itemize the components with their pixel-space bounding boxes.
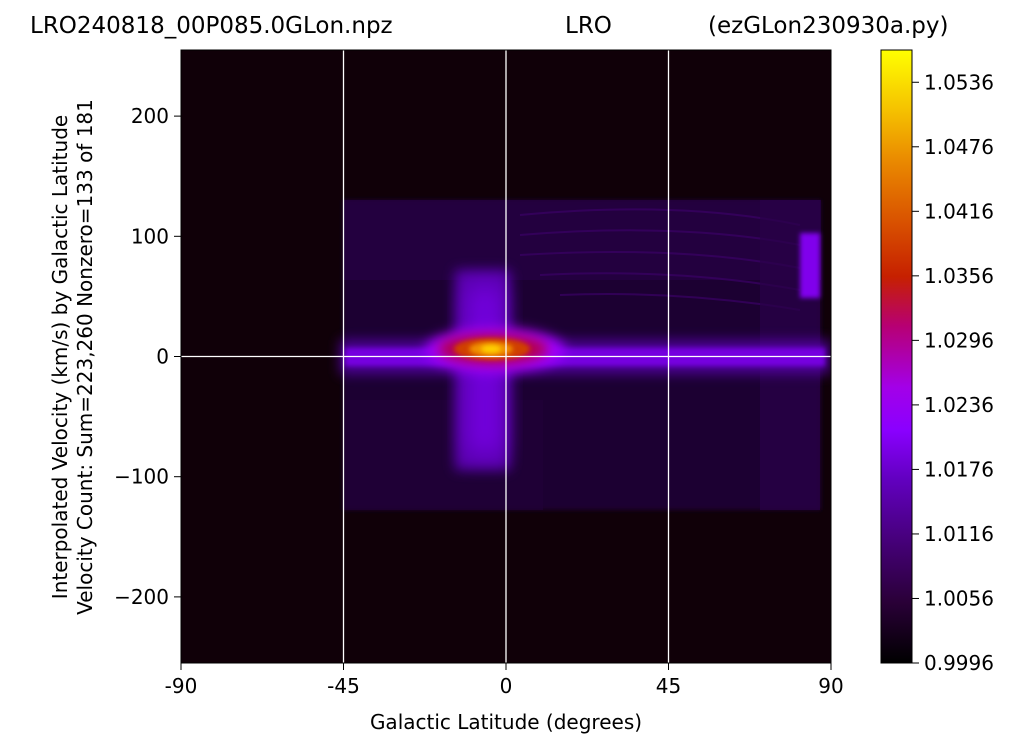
title-center: LRO <box>565 13 612 39</box>
colorbar-tick-label: 1.0296 <box>924 328 994 352</box>
colorbar-tick-label: 0.9996 <box>924 651 994 675</box>
colorbar-tick-label: 1.0416 <box>924 199 994 223</box>
y-axis-label-line1: Interpolated Velocity (km/s) by Galactic… <box>48 115 72 599</box>
y-tick-label: −100 <box>114 465 169 489</box>
y-tick-label: −200 <box>114 585 169 609</box>
x-tick-label: -90 <box>165 674 198 698</box>
x-axis-ticks: -90 -45 0 45 90 <box>165 663 844 698</box>
x-tick-label: 90 <box>818 674 843 698</box>
y-axis-label-line2: Velocity Count: Sum=223,260 Nonzero=133 … <box>73 99 97 615</box>
gridlines <box>181 50 831 663</box>
y-axis-ticks: 200 100 0 −100 −200 <box>114 104 181 609</box>
title-right: (ezGLon230930a.py) <box>708 13 949 39</box>
colorbar-tick-label: 1.0356 <box>924 264 994 288</box>
colorbar-tick-label: 1.0176 <box>924 457 994 481</box>
colorbar-tick-label: 1.0236 <box>924 393 994 417</box>
colorbar-tick-label: 1.0116 <box>924 522 994 546</box>
y-tick-label: 200 <box>131 104 169 128</box>
colorbar-tick-label: 1.0056 <box>924 586 994 610</box>
y-tick-label: 100 <box>131 224 169 248</box>
colorbar-ticks: 0.9996 1.0056 1.0116 1.0176 1.0236 1.0296 1.03… <box>912 70 994 675</box>
heatmap-image <box>340 200 830 510</box>
colorbar <box>880 49 913 664</box>
y-tick-label: 0 <box>156 345 169 369</box>
title-left: LRO240818_00P085.0GLon.npz <box>30 13 393 39</box>
x-axis-label: Galactic Latitude (degrees) <box>370 710 642 734</box>
x-tick-label: 45 <box>656 674 681 698</box>
colorbar-tick-label: 1.0476 <box>924 135 994 159</box>
x-tick-label: -45 <box>327 674 360 698</box>
colorbar-tick-label: 1.0536 <box>924 70 994 94</box>
x-tick-label: 0 <box>500 674 513 698</box>
